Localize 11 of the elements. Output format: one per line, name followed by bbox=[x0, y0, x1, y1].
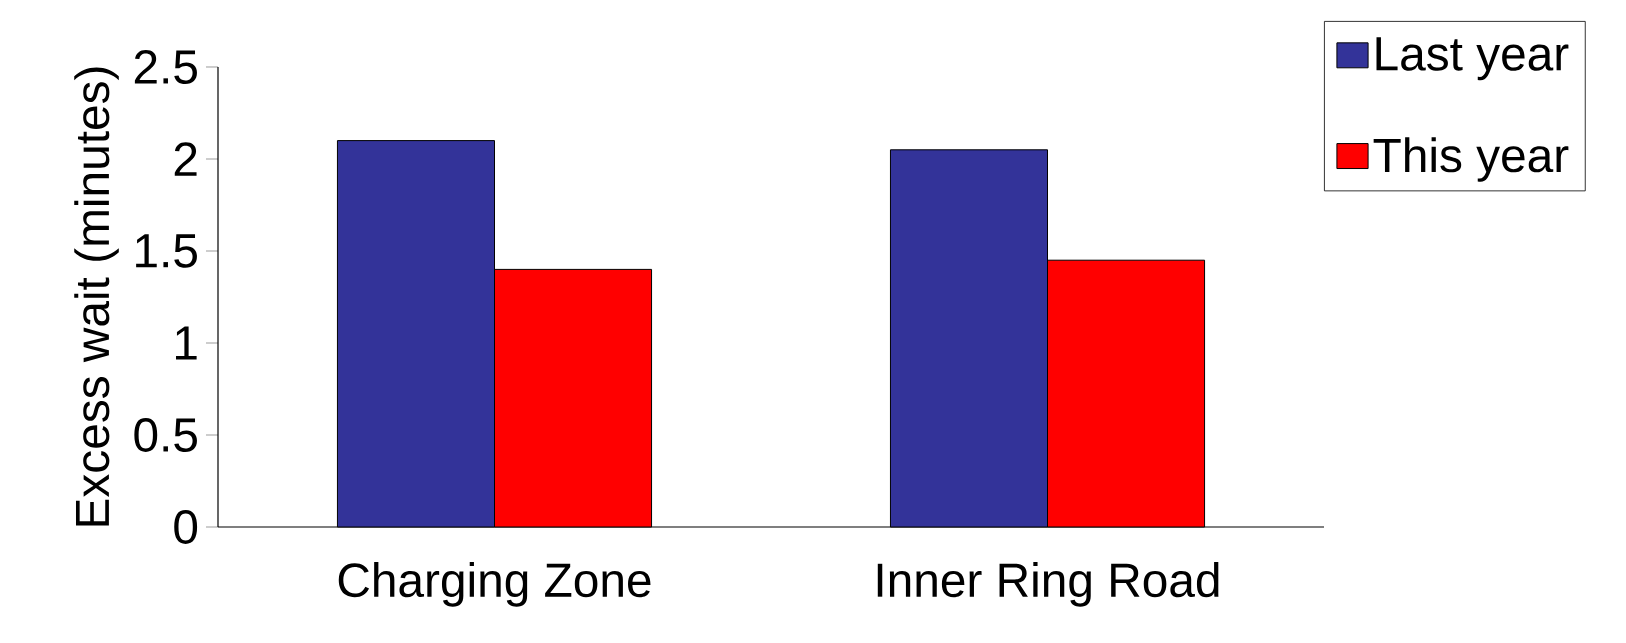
x-tick-label: Charging Zone bbox=[338, 562, 651, 607]
y-axis-title: Excess wait (minutes) bbox=[74, 67, 119, 526]
legend-label: This year bbox=[1373, 137, 1569, 182]
y-tick-label: 1.5 bbox=[136, 234, 197, 268]
legend-label: Last year bbox=[1376, 37, 1569, 81]
y-tick-label: 0 bbox=[174, 510, 198, 544]
y-tick-label: 2.5 bbox=[134, 50, 197, 84]
x-tick-label: Inner Ring Road bbox=[877, 562, 1219, 607]
y-tick-label: 2 bbox=[174, 142, 197, 176]
y-tick-label: 1 bbox=[176, 326, 197, 360]
y-tick-label: 0.5 bbox=[134, 418, 197, 452]
